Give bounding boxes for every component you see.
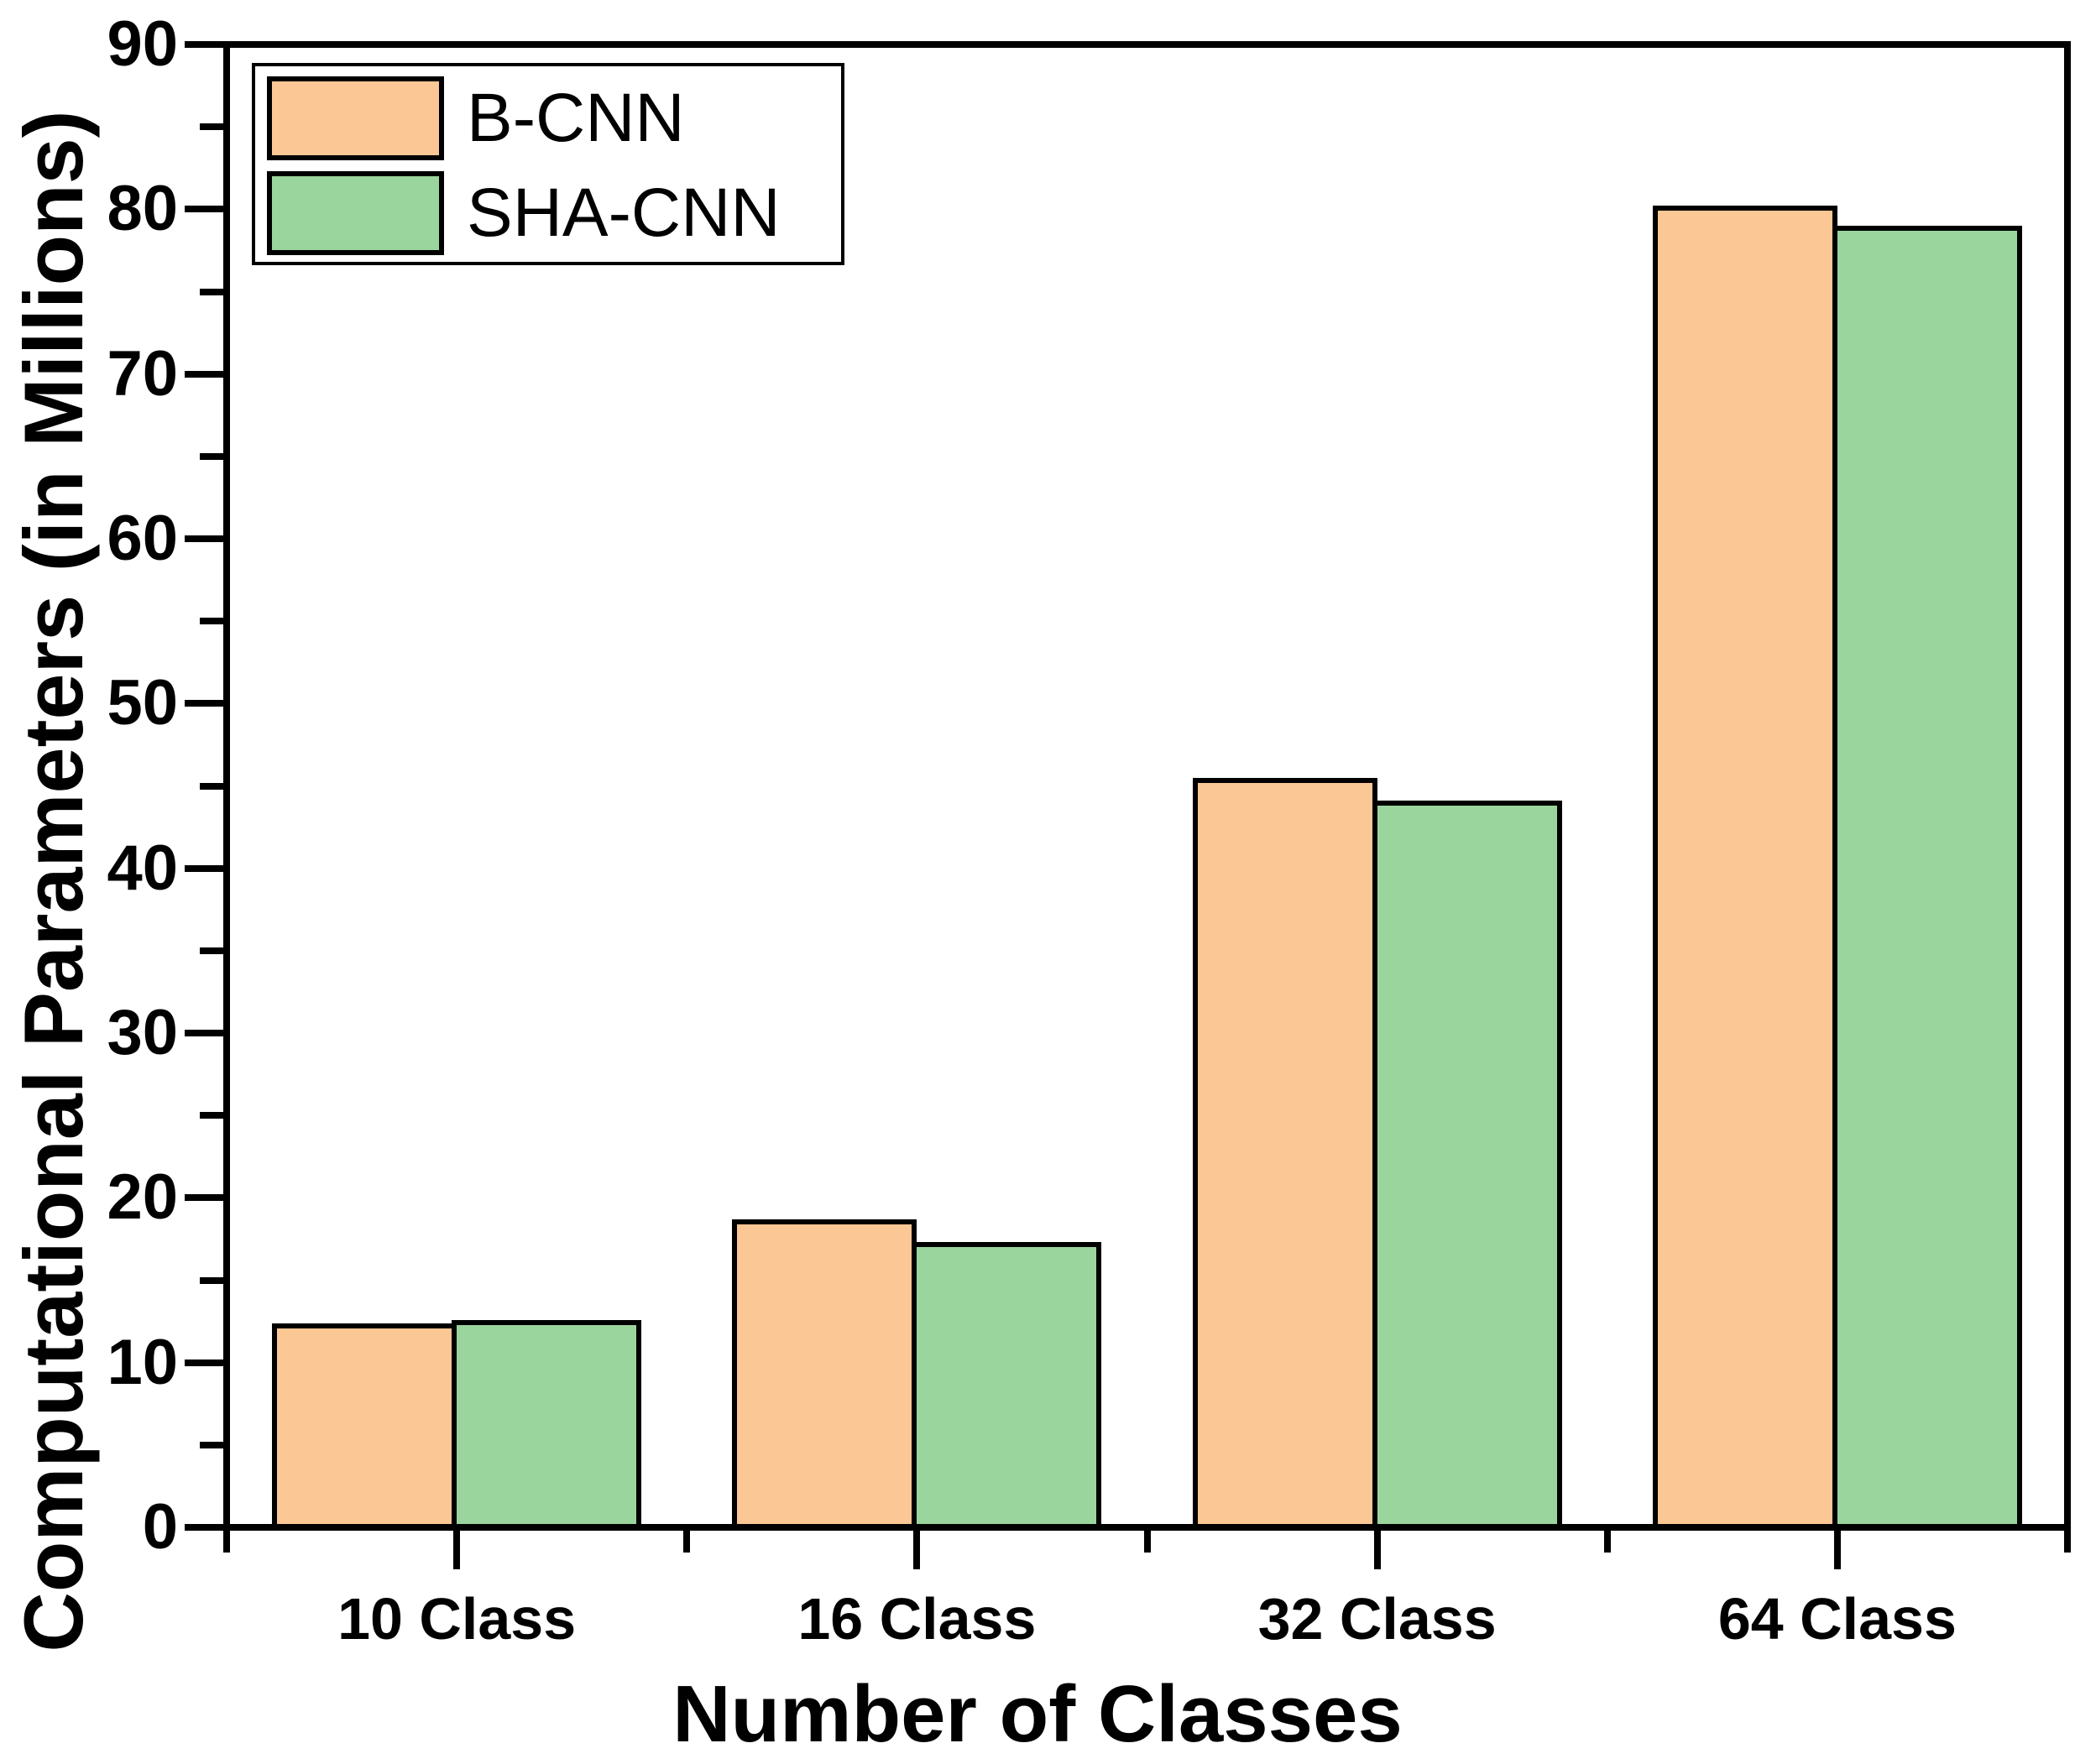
x-category-label: 10 Class xyxy=(337,1586,577,1652)
x-category-label: 64 Class xyxy=(1717,1586,1957,1652)
legend-item-sha-cnn: SHA-CNN xyxy=(255,170,841,257)
x-minor-tick xyxy=(2064,1531,2071,1553)
y-minor-tick xyxy=(200,452,223,460)
y-major-tick xyxy=(185,41,223,48)
x-axis-title: Number of Classes xyxy=(672,1669,1403,1759)
y-minor-tick xyxy=(200,1441,223,1448)
y-major-tick xyxy=(185,1524,223,1531)
y-minor-tick xyxy=(200,1276,223,1284)
bar-sha-cnn-10-class xyxy=(452,1319,642,1531)
x-minor-tick xyxy=(683,1531,691,1553)
y-major-tick xyxy=(185,700,223,707)
y-tick-label: 50 xyxy=(107,667,178,739)
bar-sha-cnn-16-class xyxy=(912,1242,1102,1531)
y-major-tick xyxy=(185,864,223,872)
y-tick-label: 30 xyxy=(107,997,178,1068)
y-axis-title: Computational Parameters (in Millions) xyxy=(7,110,100,1652)
y-major-tick xyxy=(185,1030,223,1036)
y-tick-label: 20 xyxy=(107,1161,178,1234)
x-category-label: 16 Class xyxy=(797,1586,1037,1652)
legend-label-sha-cnn: SHA-CNN xyxy=(467,175,781,251)
bar-b-cnn-16-class xyxy=(732,1219,917,1531)
y-minor-tick xyxy=(200,1112,223,1119)
y-tick-label: 70 xyxy=(107,337,178,410)
bar-b-cnn-32-class xyxy=(1192,777,1377,1531)
y-major-tick xyxy=(185,370,223,378)
x-minor-tick xyxy=(223,1531,230,1553)
x-major-tick xyxy=(1373,1531,1381,1569)
y-tick-label: 80 xyxy=(107,173,178,245)
y-minor-tick xyxy=(200,947,223,954)
x-minor-tick xyxy=(1143,1531,1151,1553)
y-major-tick xyxy=(185,1359,223,1366)
legend-swatch-b-cnn xyxy=(267,76,444,160)
y-minor-tick xyxy=(200,288,223,295)
y-tick-label: 0 xyxy=(142,1491,178,1563)
bar-b-cnn-10-class xyxy=(272,1323,457,1531)
x-major-tick xyxy=(1833,1531,1841,1569)
y-tick-label: 10 xyxy=(107,1326,178,1398)
x-minor-tick xyxy=(1603,1531,1611,1553)
legend-swatch-sha-cnn xyxy=(267,171,444,255)
y-minor-tick xyxy=(200,782,223,790)
y-tick-label: 90 xyxy=(107,8,178,80)
y-major-tick xyxy=(185,1194,223,1202)
legend: B-CNN SHA-CNN xyxy=(252,63,844,265)
y-minor-tick xyxy=(200,123,223,131)
y-tick-label: 60 xyxy=(107,503,178,574)
bar-b-cnn-64-class xyxy=(1652,206,1837,1531)
bar-sha-cnn-32-class xyxy=(1372,801,1562,1531)
y-minor-tick xyxy=(200,618,223,625)
y-tick-label: 40 xyxy=(107,832,178,904)
x-major-tick xyxy=(913,1531,921,1569)
x-major-tick xyxy=(453,1531,461,1569)
y-major-tick xyxy=(185,206,223,213)
legend-item-b-cnn: B-CNN xyxy=(255,75,841,162)
y-major-tick xyxy=(185,535,223,542)
bar-sha-cnn-64-class xyxy=(1832,225,2022,1531)
x-category-label: 32 Class xyxy=(1257,1586,1497,1652)
legend-label-b-cnn: B-CNN xyxy=(467,80,685,156)
